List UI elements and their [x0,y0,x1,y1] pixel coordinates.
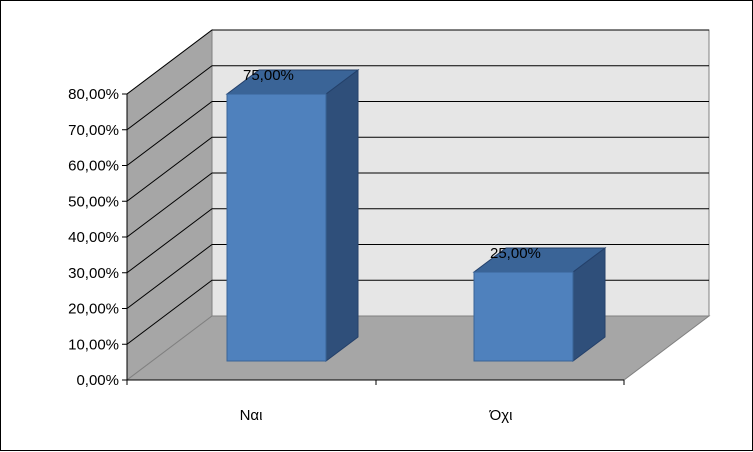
x-category-label: Όχι [489,407,513,424]
y-tick-label: 30,00% [68,265,119,282]
y-tick-label: 10,00% [68,336,119,353]
gridline [126,65,709,131]
x-category-label: Ναι [240,407,263,424]
y-tick-label: 60,00% [68,158,119,175]
bar-side-1 [325,69,359,362]
chart-walls [125,28,711,382]
bar-2 [473,271,574,362]
y-tick-label: 70,00% [68,122,119,139]
floor [125,315,711,381]
gridline [126,101,709,166]
bar-1 [226,93,327,362]
data-label-1: 75,00% [243,67,294,84]
gridline [126,244,709,309]
gridline [126,172,709,238]
gridline [126,29,709,95]
gridline [126,208,709,274]
bars [225,69,607,362]
axes [122,93,625,385]
y-tick-label: 20,00% [68,301,119,318]
y-tick-label: 80,00% [68,86,119,103]
y-tick-label: 0,00% [76,372,119,389]
y-tick-label: 50,00% [68,193,119,210]
labels: 0,00% 10,00% 20,00% 30,00% 40,00% 50,00% 60,00… [68,67,541,424]
data-label-2: 25,00% [490,245,541,262]
y-tick-label: 40,00% [68,229,119,246]
gridline [126,136,709,202]
